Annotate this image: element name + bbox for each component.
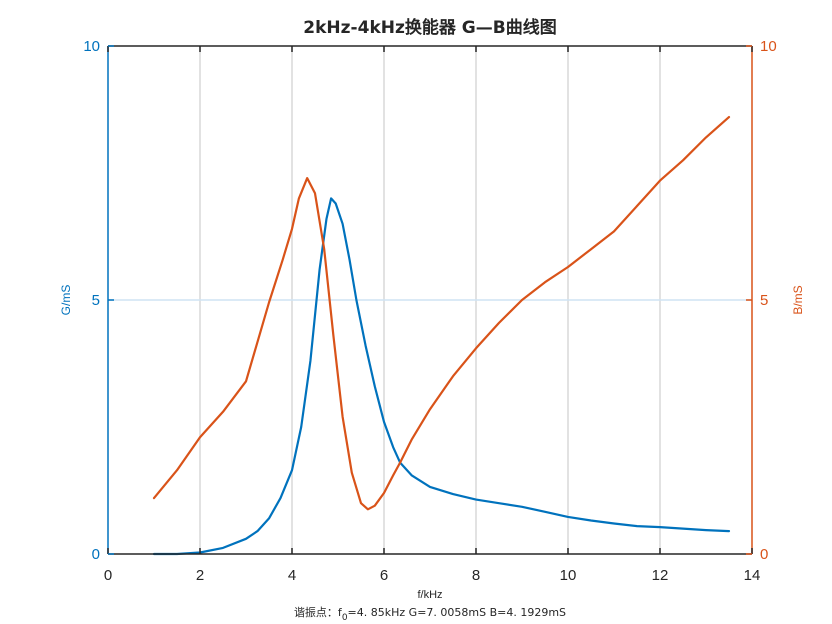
x-tick-label: 14 [744, 567, 761, 584]
axes [107, 45, 753, 555]
x-tick-label: 8 [472, 567, 480, 584]
y-tick-label-left: 10 [83, 38, 100, 55]
resonance-annotation: 谐振点：f0=4. 85kHz G=7. 0058mS B=4. 1929mS [294, 605, 566, 623]
y-axis-label-right: B/mS [791, 285, 805, 314]
chart-title: 2kHz-4kHz换能器 G—B曲线图 [303, 17, 556, 38]
y-tick-label-left: 5 [92, 292, 100, 309]
y-tick-label-right: 10 [760, 38, 777, 55]
curve-G [152, 197, 731, 556]
x-axis-label: f/kHz [417, 589, 442, 601]
annotation-values: =4. 85kHz G=7. 0058mS B=4. 1929mS [348, 606, 567, 619]
curves [152, 115, 731, 556]
x-tick-label: 2 [196, 567, 204, 584]
y-axis-label-left: G/mS [59, 285, 73, 316]
y-tick-label-right: 5 [760, 292, 768, 309]
y-tick-label-left: 0 [92, 546, 100, 563]
y-tick-label-right: 0 [760, 546, 768, 563]
annotation-subscript: 0 [342, 613, 348, 623]
x-tick-label: 0 [104, 567, 112, 584]
x-tick-label: 6 [380, 567, 388, 584]
x-tick-label: 12 [652, 567, 669, 584]
grid-lines [108, 46, 752, 554]
x-tick-label: 10 [560, 567, 577, 584]
tick-labels: 0 2 4 6 8 10 12 14 0 5 10 0 5 10 [83, 38, 776, 584]
curve-B [152, 115, 731, 511]
x-tick-label: 4 [288, 567, 296, 584]
annotation-prefix: 谐振点：f [294, 605, 343, 619]
